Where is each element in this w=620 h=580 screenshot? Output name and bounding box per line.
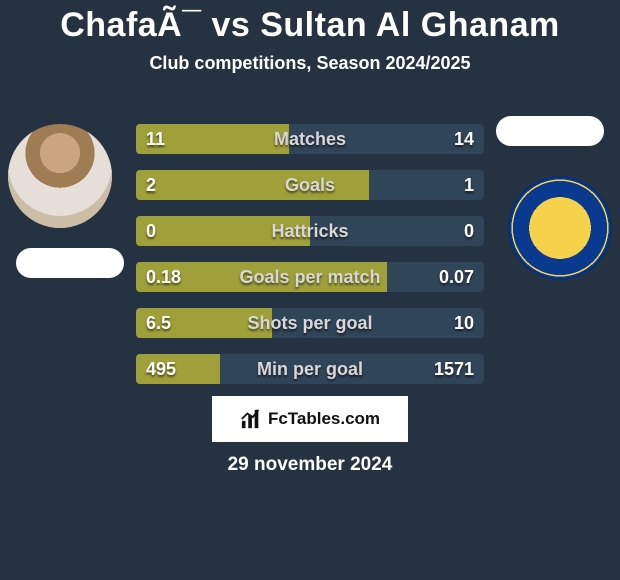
stat-value-left: 11: [146, 124, 165, 154]
stat-value-right: 1: [464, 170, 474, 200]
brand-badge: FcTables.com: [212, 396, 408, 442]
page-subtitle: Club competitions, Season 2024/2025: [0, 53, 620, 74]
stat-value-left: 0: [146, 216, 156, 246]
stat-row: 4951571Min per goal: [136, 354, 484, 384]
player-right-club-pill: [496, 116, 604, 146]
page-title: ChafaÃ¯ vs Sultan Al Ghanam: [0, 0, 620, 45]
stat-value-right: 14: [454, 124, 474, 154]
stat-row: 00Hattricks: [136, 216, 484, 246]
stat-value-right: 0: [464, 216, 474, 246]
stat-bar-right: [310, 216, 484, 246]
brand-text: FcTables.com: [268, 409, 380, 429]
player-right-club-badge: [508, 176, 612, 280]
stat-value-left: 495: [146, 354, 176, 384]
stat-row: 1114Matches: [136, 124, 484, 154]
stat-row: 6.510Shots per goal: [136, 308, 484, 338]
footer-date: 29 november 2024: [0, 454, 620, 476]
stat-value-right: 0.07: [439, 262, 474, 292]
stats-table: 1114Matches21Goals00Hattricks0.180.07Goa…: [136, 124, 484, 400]
player-left-club-pill: [16, 248, 124, 278]
stat-bar-right: [272, 308, 484, 338]
stat-bar-left: [136, 170, 369, 200]
stat-value-left: 0.18: [146, 262, 181, 292]
brand-chart-icon: [240, 408, 262, 430]
stat-value-right: 1571: [434, 354, 474, 384]
stat-bar-left: [136, 216, 310, 246]
stat-row: 21Goals: [136, 170, 484, 200]
player-left-avatar: [8, 124, 112, 228]
stat-row: 0.180.07Goals per match: [136, 262, 484, 292]
stat-value-left: 6.5: [146, 308, 171, 338]
stat-value-left: 2: [146, 170, 156, 200]
stat-value-right: 10: [454, 308, 474, 338]
